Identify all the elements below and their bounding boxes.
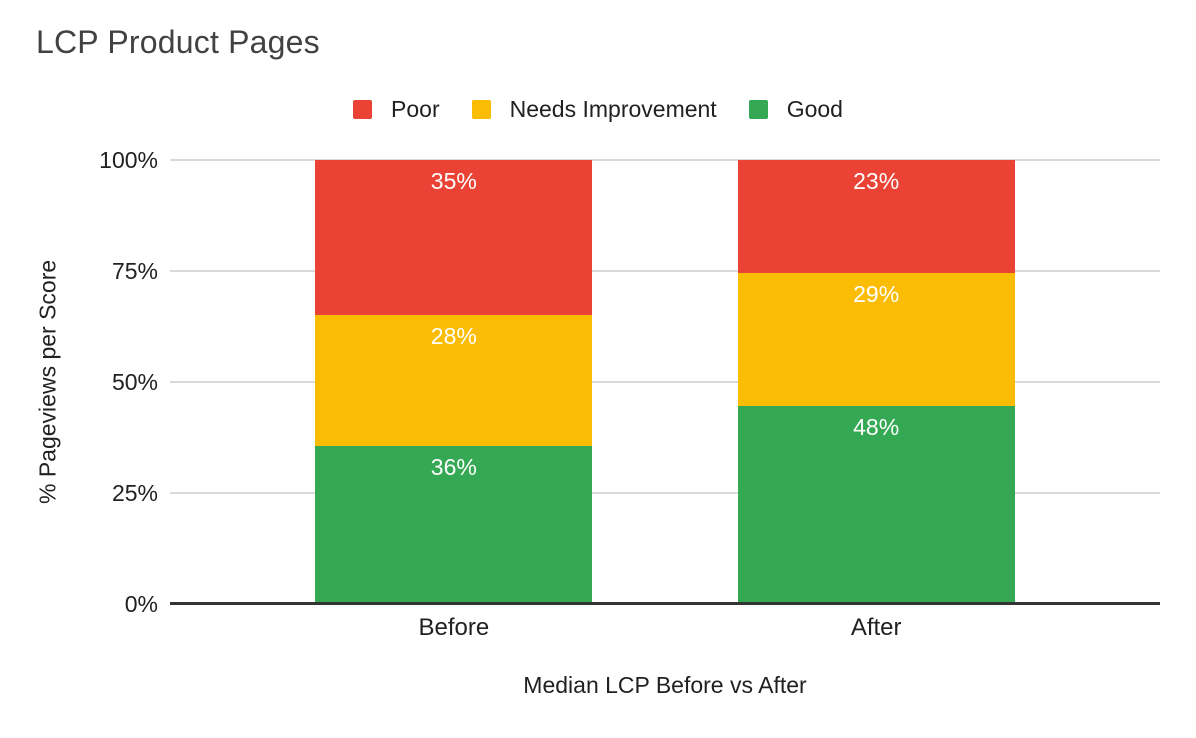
bar-before: 35% 28% 36% — [315, 160, 593, 604]
y-tick-label-50: 50% — [111, 369, 158, 395]
y-tick-label-75: 75% — [111, 258, 158, 284]
legend-item-label: Good — [786, 96, 843, 122]
legend-swatch-icon — [353, 100, 373, 119]
segment-value-label: 23% — [853, 168, 900, 194]
gridline-100 — [170, 159, 1160, 161]
plot-area: 100% 75% 50% 25% 0% 35% 28% 36% 23% 29% 48% Befor… — [99, 147, 1160, 698]
legend-swatch-icon — [748, 100, 768, 119]
bar-segment-before-good[interactable]: 36% — [315, 445, 593, 604]
legend-item-label: Needs Improvement — [509, 96, 717, 122]
legend-item-good[interactable]: Good — [748, 96, 843, 123]
bar-segment-after-needs-improvement[interactable]: 29% — [737, 272, 1015, 406]
x-tick-label-after: After — [850, 614, 902, 641]
y-tick-label-100: 100% — [99, 147, 158, 173]
bar-segment-after-good[interactable]: 48% — [737, 405, 1015, 604]
x-tick-labels: Before After — [170, 614, 1160, 642]
legend-item-label: Poor — [391, 96, 440, 122]
bar-group: 35% 28% 36% 23% 29% 48% — [170, 160, 1160, 604]
bar-segment-after-poor[interactable]: 23% — [737, 160, 1015, 273]
bar-after: 23% 29% 48% — [737, 160, 1015, 604]
gridline-75 — [170, 270, 1160, 272]
bar-segment-before-needs-improvement[interactable]: 28% — [315, 314, 593, 446]
gridline-50 — [170, 381, 1160, 383]
x-axis-title: Median LCP Before vs After — [523, 672, 807, 698]
bar-segment-before-poor[interactable]: 35% — [315, 160, 593, 315]
x-axis-line — [170, 602, 1160, 605]
legend-item-needs-improvement[interactable]: Needs Improvement — [471, 96, 717, 123]
segment-value-label: 35% — [430, 168, 477, 194]
legend: Poor Needs Improvement Good — [0, 96, 1196, 123]
segment-value-label: 29% — [853, 280, 900, 307]
segment-value-label: 48% — [853, 413, 900, 440]
legend-swatch-icon — [471, 100, 491, 119]
segment-value-label: 36% — [430, 453, 477, 480]
y-tick-label-25: 25% — [111, 480, 158, 506]
y-tick-label-0: 0% — [124, 591, 158, 617]
x-tick-label-before: Before — [418, 614, 490, 641]
gridline-25 — [170, 492, 1160, 494]
segment-value-label: 28% — [430, 322, 477, 349]
legend-item-poor[interactable]: Poor — [353, 96, 440, 123]
chart-title: LCP Product Pages — [36, 24, 320, 60]
